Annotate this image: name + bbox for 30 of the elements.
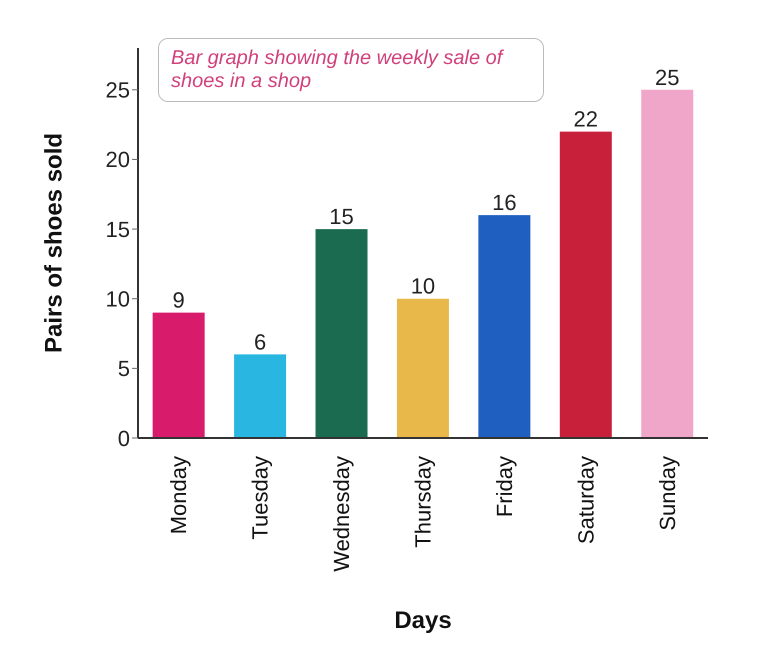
bar [560,132,612,438]
data-label: 9 [172,288,185,313]
data-label: 25 [654,64,680,90]
bar [478,215,530,438]
y-tick-label: 5 [118,356,130,382]
x-tick-label: Sunday [654,456,680,531]
bar [396,298,449,438]
y-tick-label: 10 [106,286,130,312]
text: Bar graph showing the weekly sale of shoes in a shop [158,38,544,102]
x-tick-label: Wednesday [329,456,354,572]
bar [316,229,368,438]
data-label: 15 [329,204,354,230]
x-axis-title: Days [394,607,452,634]
y-axis-title: Pairs of shoes sold [40,132,68,354]
x-tick-label: Monday [166,456,192,534]
x-tick-label: Tuesday [248,456,273,540]
x-tick-label: Saturday [573,456,598,544]
bar [234,354,286,438]
data-label: 10 [410,274,436,299]
x-tick-label: Friday [492,456,517,518]
y-tick-label: 0 [118,426,130,451]
bar [152,312,205,438]
y-tick-label: 25 [106,78,130,103]
x-tick-label: Thursday [410,456,436,548]
y-tick-label: 15 [106,216,130,242]
bar [641,90,694,438]
data-label: 6 [254,329,266,354]
data-label: 16 [492,190,517,216]
data-label: 22 [574,106,598,132]
y-tick-label: 20 [106,147,130,172]
